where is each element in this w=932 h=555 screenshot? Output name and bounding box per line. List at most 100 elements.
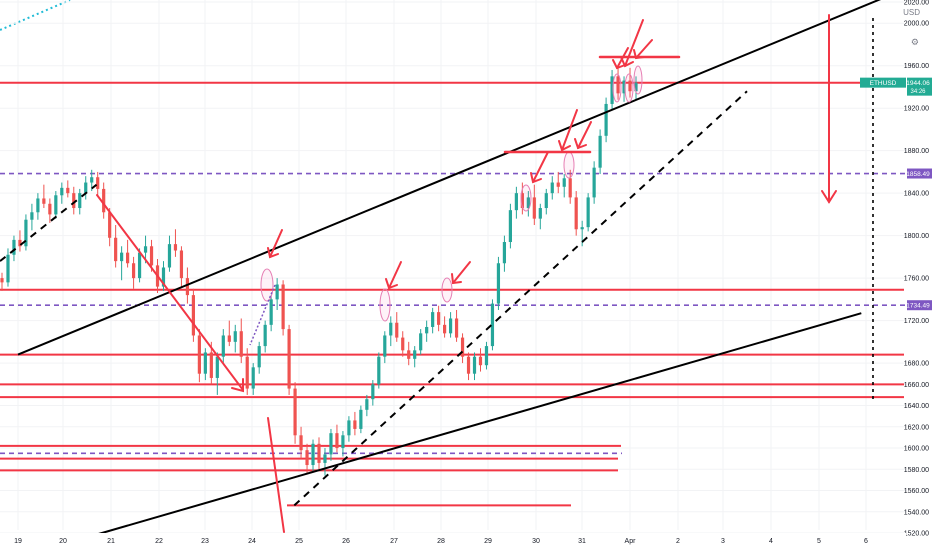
currency-label: USD xyxy=(903,8,920,17)
price-tick-label: 1880.00 xyxy=(904,148,929,155)
price-tick-label: 1800.00 xyxy=(904,233,929,240)
dashed-trendline xyxy=(293,90,748,507)
candle-body xyxy=(143,246,148,253)
candle-body xyxy=(197,335,201,374)
candle-body xyxy=(114,237,118,262)
small-arrow xyxy=(561,109,578,151)
candle-body xyxy=(299,435,303,451)
price-tag-countdown: 34:26 xyxy=(910,89,926,95)
candle-body xyxy=(520,193,524,209)
time-tick-label: 5 xyxy=(817,538,821,545)
candles xyxy=(0,65,638,476)
candle-body xyxy=(610,76,614,104)
price-tick-label: 1840.00 xyxy=(904,191,929,198)
grid-layer xyxy=(0,0,906,534)
candle-body xyxy=(448,318,453,334)
candle-body xyxy=(413,350,417,359)
ellipse-marker xyxy=(441,277,453,303)
candle-body xyxy=(526,197,530,209)
time-tick-label: 19 xyxy=(14,538,22,545)
arrow-head xyxy=(574,138,587,150)
channel-trendline xyxy=(72,312,862,543)
candle-body xyxy=(287,329,291,389)
small-arrow xyxy=(452,261,471,284)
price-tick-label: 2000.00 xyxy=(904,21,929,28)
arrow-head xyxy=(231,378,244,393)
candle-body xyxy=(574,197,578,230)
time-tick-label: 3 xyxy=(721,538,725,545)
price-tick-label: 1620.00 xyxy=(904,424,929,431)
candle-body xyxy=(311,443,315,466)
candle-body xyxy=(191,295,195,336)
candle-body xyxy=(0,278,4,283)
time-tick-label: 24 xyxy=(248,538,256,545)
candle-body xyxy=(508,210,512,243)
candle-body xyxy=(245,356,249,389)
time-tick-label: 20 xyxy=(59,538,67,545)
ellipse-marker xyxy=(624,73,634,103)
small-arrow xyxy=(577,121,592,149)
candle-body xyxy=(478,356,483,366)
candle-body xyxy=(36,198,40,213)
price-tick-label: 1660.00 xyxy=(904,382,929,389)
candle-body xyxy=(562,178,566,187)
small-arrow xyxy=(635,39,653,59)
time-tick-label: 31 xyxy=(578,538,586,545)
time-tick-label: 25 xyxy=(295,538,303,545)
arrow-head xyxy=(612,59,626,70)
time-tick-label: 4 xyxy=(769,538,773,545)
candle-body xyxy=(586,197,590,228)
trend-lines xyxy=(0,0,882,543)
price-tag-label: 1734.49 xyxy=(906,303,930,310)
ellipse-marker xyxy=(520,184,532,212)
ellipse-marker xyxy=(379,288,391,322)
candle-body xyxy=(203,352,207,374)
price-tick-label: 2020.00 xyxy=(904,0,929,7)
candle-body xyxy=(634,82,638,92)
time-axis-background xyxy=(0,533,906,550)
time-tick-label: 22 xyxy=(155,538,163,545)
candle-body xyxy=(389,322,393,336)
arrow-head xyxy=(385,278,398,290)
purple-dotted-segment xyxy=(249,284,276,346)
price-tick-label: 1560.00 xyxy=(904,488,929,495)
candle-body xyxy=(532,197,536,219)
ellipse-marker xyxy=(563,151,575,179)
arrow-head xyxy=(451,273,462,285)
candle-body xyxy=(454,318,459,338)
candle-body xyxy=(472,356,477,374)
time-tick-label: 2 xyxy=(676,538,680,545)
price-tick-label: 1580.00 xyxy=(904,467,929,474)
candle-body xyxy=(437,312,441,325)
symbol-tag-label: ETHUSD xyxy=(870,80,897,87)
candle-body xyxy=(580,227,584,230)
candle-body xyxy=(179,250,184,279)
candle-body xyxy=(251,367,255,389)
candle-body xyxy=(131,263,136,279)
candle-body xyxy=(377,356,381,385)
candle-body xyxy=(102,188,106,213)
candle-body xyxy=(383,335,387,357)
arrow-head xyxy=(558,140,571,152)
candle-body xyxy=(359,409,363,429)
candle-body xyxy=(329,433,333,455)
candle-body xyxy=(598,135,602,168)
price-tick-label: 1520.00 xyxy=(904,531,929,538)
candle-body xyxy=(628,80,632,92)
price-tick-label: 1680.00 xyxy=(904,361,929,368)
arrow-head xyxy=(821,190,837,204)
time-axis[interactable]: 19 20 21 22 23 24 25 26 27 28 29 30 31 Apr 2 3 4 5 6 xyxy=(0,533,906,550)
time-tick-label: 21 xyxy=(107,538,115,545)
candle-body xyxy=(239,331,243,357)
candle-body xyxy=(257,346,261,368)
candle-body xyxy=(556,182,560,187)
symbol-tag-bg xyxy=(860,77,906,88)
candle-body xyxy=(90,177,94,183)
red-vertical-stroke xyxy=(267,417,285,533)
candle-body xyxy=(317,443,321,463)
settings-icon[interactable]: ⚙ xyxy=(911,37,919,47)
arrow-head xyxy=(267,247,279,259)
time-tick-label: Apr xyxy=(625,538,637,545)
